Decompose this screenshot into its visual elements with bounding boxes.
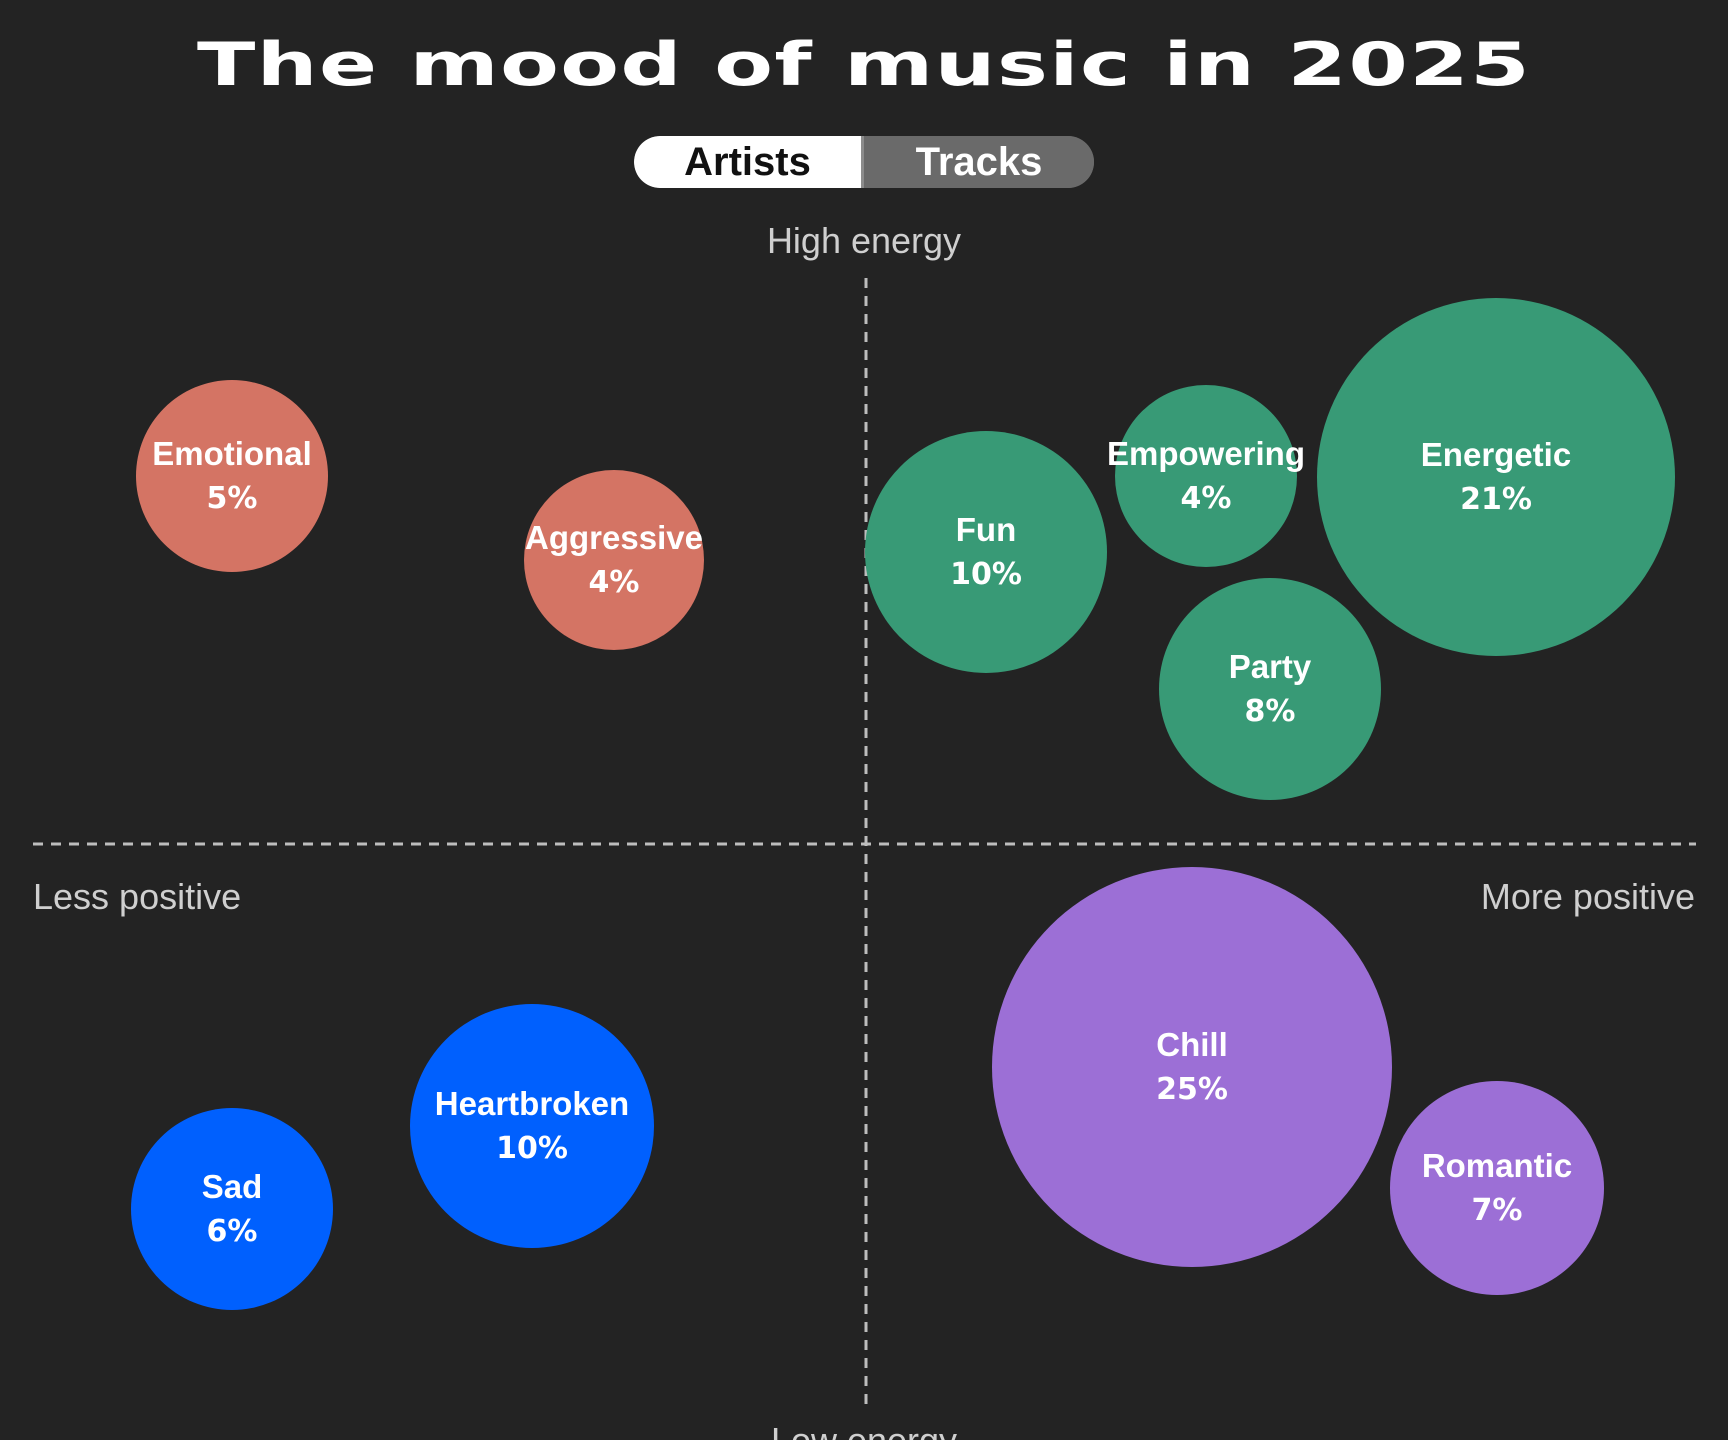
bubble-heartbroken[interactable] <box>410 1004 654 1248</box>
axis-label-more-positive: More positive <box>1480 876 1695 917</box>
bubble-label-aggressive: Aggressive <box>525 519 703 556</box>
bubble-label-heartbroken: Heartbroken <box>435 1085 629 1122</box>
page-title: The mood of music in 2025 <box>196 29 1532 100</box>
bubble-value-sad: 6% <box>207 1214 258 1249</box>
bubble-label-emotional: Emotional <box>152 435 312 472</box>
bubble-value-empowering: 4% <box>1181 481 1232 516</box>
bubble-party[interactable] <box>1159 578 1381 800</box>
bubble-label-chill: Chill <box>1156 1026 1228 1063</box>
bubble-aggressive[interactable] <box>524 470 704 650</box>
bubble-value-energetic: 21% <box>1460 482 1532 517</box>
bubble-value-romantic: 7% <box>1472 1193 1523 1228</box>
bubble-label-party: Party <box>1229 648 1312 685</box>
bubble-label-fun: Fun <box>956 511 1016 548</box>
bubble-label-empowering: Empowering <box>1107 435 1305 472</box>
bubble-value-emotional: 5% <box>207 481 258 516</box>
bubble-label-sad: Sad <box>202 1168 263 1205</box>
bubble-value-fun: 10% <box>950 557 1022 592</box>
bubble-romantic[interactable] <box>1390 1081 1604 1295</box>
axis-label-low-energy: Low energy <box>0 1420 1728 1440</box>
bubble-label-romantic: Romantic <box>1422 1147 1572 1184</box>
axis-label-less-positive: Less positive <box>33 876 242 917</box>
bubble-label-energetic: Energetic <box>1421 436 1571 473</box>
bubble-energetic[interactable] <box>1317 298 1675 656</box>
bubble-emotional[interactable] <box>136 380 328 572</box>
bubble-value-aggressive: 4% <box>589 565 640 600</box>
bubble-value-party: 8% <box>1245 694 1296 729</box>
bubble-chill[interactable] <box>992 867 1392 1267</box>
bubble-fun[interactable] <box>865 431 1107 673</box>
toggle-tracks-button[interactable]: Tracks <box>864 136 1094 188</box>
bubble-value-chill: 25% <box>1156 1072 1228 1107</box>
bubble-group: Emotional 5% Aggressive 4% Fun 10% Empowering 4… <box>131 298 1675 1310</box>
bubble-value-heartbroken: 10% <box>496 1131 568 1166</box>
axis-label-high-energy: High energy <box>766 220 962 261</box>
bubble-empowering[interactable] <box>1115 385 1297 567</box>
toggle-artists-button[interactable]: Artists <box>634 136 864 188</box>
view-toggle: Artists Tracks <box>634 136 1094 188</box>
bubble-sad[interactable] <box>131 1108 333 1310</box>
